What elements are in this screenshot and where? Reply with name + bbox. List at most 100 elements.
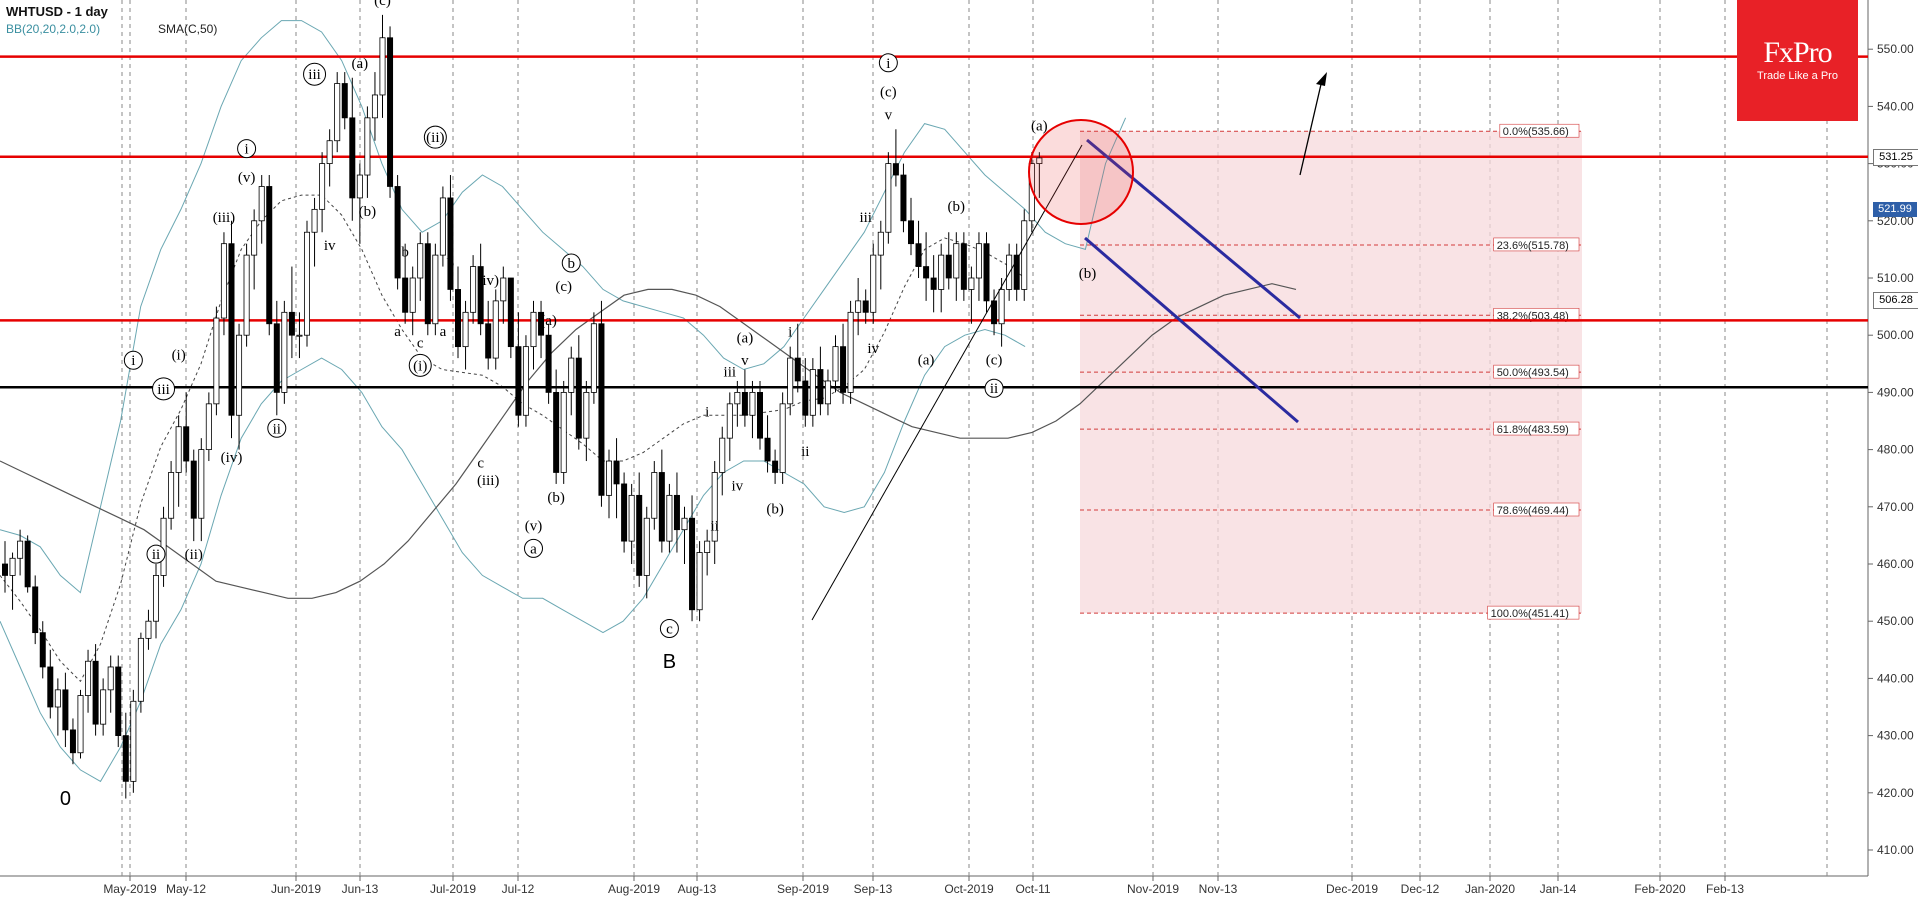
candle-body <box>454 289 461 348</box>
candle-body <box>198 449 205 519</box>
candle-body <box>696 552 703 611</box>
candle-body <box>17 540 24 559</box>
x-tick-label: Feb-13 <box>1706 882 1744 896</box>
candle-body <box>930 277 937 290</box>
candle-body <box>205 403 212 450</box>
impulse-trend-line <box>811 144 1083 621</box>
fibonacci-label: 78.6%(469.44) <box>1497 505 1569 517</box>
candle-body <box>77 695 84 754</box>
fibonacci-label: 50.0%(493.54) <box>1497 367 1569 379</box>
wave-label: c <box>417 335 424 351</box>
y-tick-label: 450.00 <box>1877 614 1914 628</box>
y-tick-label: 460.00 <box>1877 557 1914 571</box>
wave-label: (a) <box>737 330 754 346</box>
wave-label: a <box>394 324 401 340</box>
bollinger-middle-band <box>0 194 1026 683</box>
fibonacci-label: 23.6%(515.78) <box>1497 240 1569 252</box>
candle-body <box>379 37 386 96</box>
wave-label: iii <box>724 365 737 381</box>
candle-body <box>424 243 431 325</box>
wave-label-circle <box>408 353 432 377</box>
wave-label: iii <box>859 210 872 226</box>
candle-body <box>636 494 643 576</box>
fibonacci-label: 0.0%(535.66) <box>1503 126 1569 138</box>
candle-body <box>711 472 718 542</box>
wave-label: (a) <box>1031 119 1048 135</box>
candle-body <box>960 243 967 290</box>
candle-body <box>575 357 582 439</box>
wave-label: v <box>741 353 749 369</box>
candle-body <box>945 254 952 279</box>
candle-body <box>319 163 326 210</box>
candle-body <box>560 391 567 473</box>
chart-symbol-title: WHTUSD - 1 day <box>6 4 108 19</box>
candle-body <box>522 346 529 416</box>
price-badge-resistance: 531.25 <box>1873 148 1918 166</box>
wave-label: 0 <box>60 788 71 810</box>
peak-highlight-circle <box>1028 119 1134 225</box>
fibonacci-label: 100.0%(451.41) <box>1491 608 1569 620</box>
wave-label: (v) <box>238 170 256 186</box>
forecast-arrow-head <box>1316 72 1327 86</box>
candle-body <box>689 517 696 611</box>
y-tick-label: 540.00 <box>1877 99 1914 113</box>
candle-body <box>900 174 907 222</box>
wave-label: b <box>401 245 409 261</box>
fibonacci-label-box <box>1493 364 1580 379</box>
candle-body <box>402 277 409 313</box>
candle-body <box>892 163 899 176</box>
candle-body <box>296 334 303 337</box>
candle-body <box>757 391 764 439</box>
channel-upper-line <box>1086 138 1301 320</box>
candle-body <box>251 220 258 256</box>
candle-body <box>704 540 711 553</box>
candle-body <box>288 311 295 336</box>
candle-body <box>485 323 492 359</box>
candle-body <box>303 231 310 336</box>
candle-body <box>817 369 824 405</box>
candle-body <box>824 380 831 405</box>
price-badge-level: 506.28 <box>1873 291 1918 309</box>
y-tick-label: 500.00 <box>1877 328 1914 342</box>
candle-body <box>734 391 741 405</box>
candle-body <box>356 174 363 199</box>
wave-label: (iv) <box>477 273 499 289</box>
wave-label: a <box>440 324 447 340</box>
candle-body <box>643 517 650 576</box>
wave-label-circle <box>423 125 447 149</box>
fibonacci-label-box <box>1499 123 1580 138</box>
fibonacci-label-box <box>1493 237 1580 252</box>
candle-body <box>417 243 424 279</box>
candle-body <box>92 660 99 725</box>
candle-body <box>100 689 107 725</box>
wave-label: (b) <box>359 204 377 220</box>
candle-body <box>658 472 665 542</box>
candle-body <box>862 300 869 313</box>
x-tick-label: Oct-11 <box>1015 882 1050 896</box>
candle-body <box>908 220 915 245</box>
candle-body <box>54 689 61 708</box>
y-tick-label: 510.00 <box>1877 271 1914 285</box>
candle-body <box>477 266 484 325</box>
candle-body <box>39 632 46 668</box>
wave-label: (c) <box>374 0 391 9</box>
y-tick-label: 520.00 <box>1877 214 1914 228</box>
price-badge-current: 521.99 <box>1873 201 1917 217</box>
candle-body <box>190 460 197 519</box>
candle-body <box>409 277 416 313</box>
wave-label-circle <box>237 139 257 159</box>
candle-body <box>613 460 620 485</box>
wave-label: (iii) <box>213 210 236 226</box>
candle-body <box>802 380 809 416</box>
candle-body <box>870 254 877 313</box>
x-tick-label: Jan-2020 <box>1465 882 1515 896</box>
x-tick-label: Nov-2019 <box>1127 882 1179 896</box>
candle-body <box>998 289 1005 325</box>
wave-label-circle <box>267 418 287 438</box>
candle-body <box>787 357 794 405</box>
candle-body <box>137 637 144 702</box>
candle-body <box>371 94 378 119</box>
wave-label: i <box>705 405 709 421</box>
wave-label: ii <box>990 381 998 397</box>
candle-body <box>69 729 76 754</box>
